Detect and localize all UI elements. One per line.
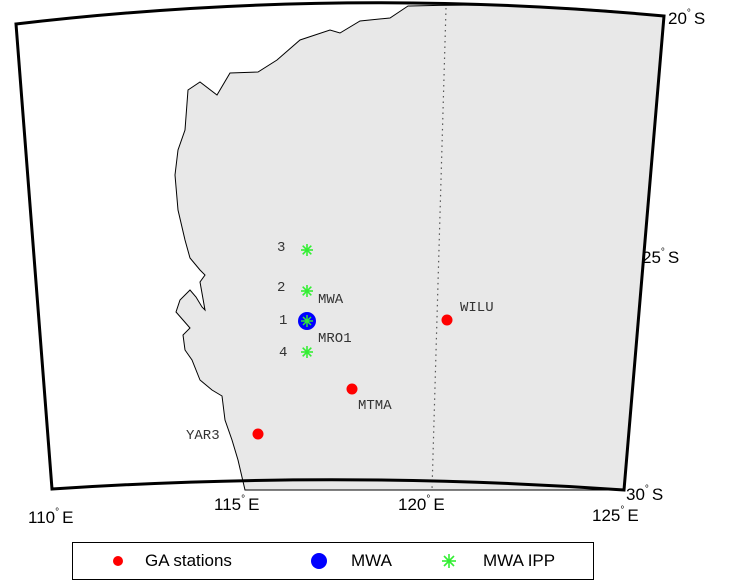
map-figure: 110° E 115° E 120° E 125° E 20° S 25° S 30° S 3 2 1 4 W…: [14, 1, 705, 527]
legend-label: MWA IPP: [483, 551, 556, 570]
ga-station-marker: [441, 314, 453, 326]
latitude-label: 20° S: [668, 8, 705, 28]
ipp-marker: [301, 346, 313, 358]
longitude-label: 115° E: [214, 494, 259, 514]
mwa-site: MWA: [298, 292, 344, 330]
legend: GA stations MWA MWA IPP: [72, 542, 594, 580]
legend-label: GA stations: [145, 551, 232, 570]
blue-dot-icon: [311, 553, 327, 569]
meridian-line: [431, 7, 447, 491]
red-dot-icon: [113, 556, 123, 566]
longitude-label: 110° E: [28, 507, 73, 527]
ga-station-marker: [252, 428, 264, 440]
ga-station-label: MTMA: [358, 398, 392, 414]
legend-item-mwa-ipp: MWA IPP: [441, 543, 555, 579]
longitude-label: 125° E: [592, 505, 639, 525]
ga-station-label: MRO1: [318, 331, 352, 347]
mwa-label: MWA: [318, 292, 344, 308]
ipp-label: 3: [277, 240, 285, 256]
green-asterisk-icon: [442, 554, 456, 568]
ga-station-label: YAR3: [186, 428, 220, 444]
ipp-marker: [301, 285, 313, 297]
legend-label: MWA: [351, 551, 392, 570]
longitude-label: 120° E: [398, 494, 445, 514]
ipp-label: 2: [277, 280, 285, 296]
latitude-label: 30° S: [626, 484, 663, 504]
ga-station-label: WILU: [460, 300, 494, 316]
ipp-marker: [301, 244, 313, 256]
legend-item-mwa: MWA: [309, 543, 392, 579]
map-frame: [14, 1, 666, 492]
latitude-label: 25° S: [642, 247, 679, 267]
legend-item-ga-stations: GA stations: [111, 543, 232, 579]
ga-station-marker: [346, 383, 358, 395]
latitude-labels: 20° S 25° S 30° S: [626, 8, 705, 504]
ipp-label: 4: [279, 345, 287, 361]
land-area: [174, 4, 665, 491]
ipp-marker: [301, 315, 313, 327]
ipp-label: 1: [279, 313, 287, 329]
ga-stations: WILU MRO1 MTMA YAR3: [186, 300, 494, 444]
longitude-labels: 110° E 115° E 120° E 125° E: [28, 494, 639, 527]
